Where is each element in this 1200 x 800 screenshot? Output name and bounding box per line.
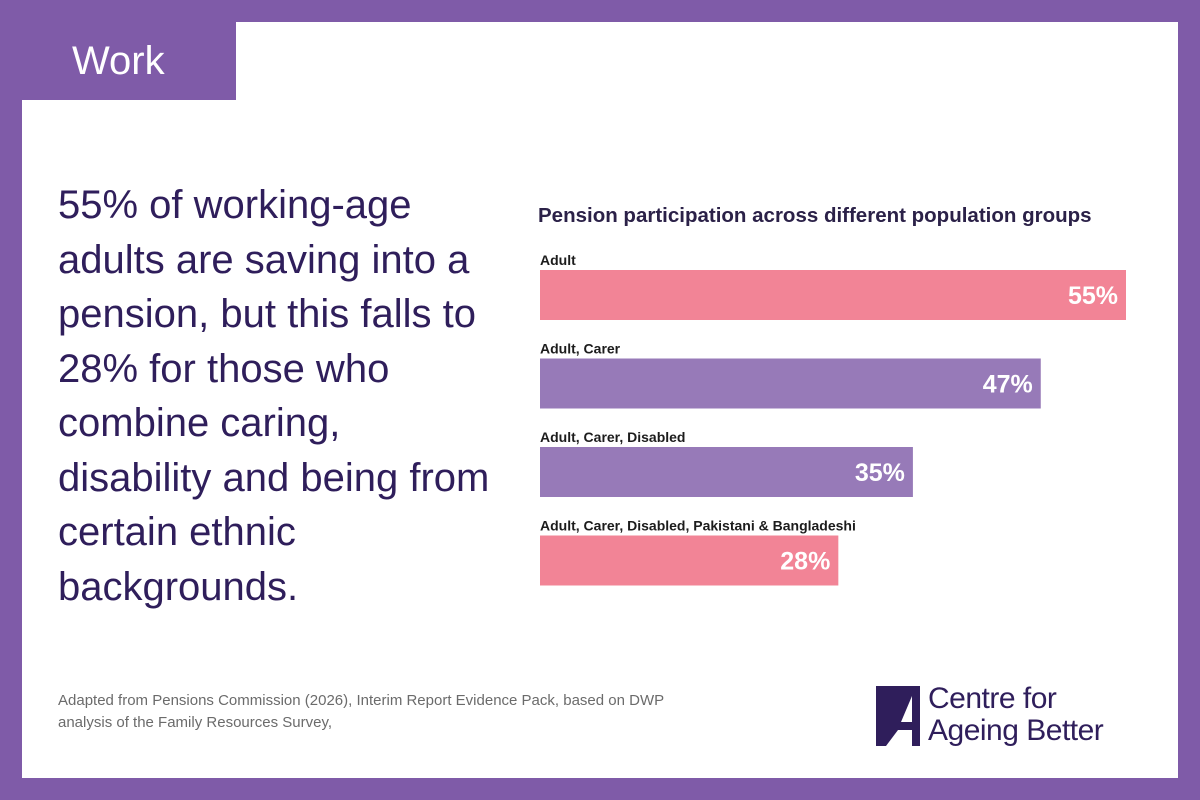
category-label: Adult <box>540 252 576 268</box>
chart-title: Pension participation across different p… <box>538 204 1092 227</box>
bar <box>540 535 839 586</box>
category-label: Adult, Carer, Disabled, Pakistani & Bang… <box>540 518 856 534</box>
logo-wordmark: Centre for Ageing Better <box>928 682 1104 747</box>
section-tag: Work <box>22 22 236 100</box>
bar-value-label: 28% <box>780 548 830 576</box>
bar-value-label: 55% <box>1068 282 1118 310</box>
footnote-line-2: analysis of the Family Resources Survey, <box>58 714 332 731</box>
bar-chart: Adult 55% Adult, Carer 47% Adult, Carer, Dis… <box>540 252 1126 586</box>
logo-line-1: Centre for <box>928 682 1057 715</box>
section-tag-label: Work <box>72 38 165 83</box>
bar <box>540 358 1041 409</box>
centre-for-ageing-better-logo-icon <box>876 686 920 746</box>
bar-value-label: 35% <box>855 459 905 487</box>
bar-value-label: 47% <box>983 371 1033 399</box>
category-label: Adult, Carer <box>540 341 621 357</box>
logo-mark <box>876 686 920 746</box>
footnote-line-1: Adapted from Pensions Commission (2026),… <box>58 692 665 709</box>
bar <box>540 447 913 497</box>
source-footnote: Adapted from Pensions Commission (2026),… <box>58 690 758 734</box>
logo-line-2: Ageing Better <box>928 714 1104 747</box>
category-label: Adult, Carer, Disabled <box>540 429 685 445</box>
headline: 55% of working-age adults are saving int… <box>58 183 490 609</box>
bar <box>540 270 1126 320</box>
